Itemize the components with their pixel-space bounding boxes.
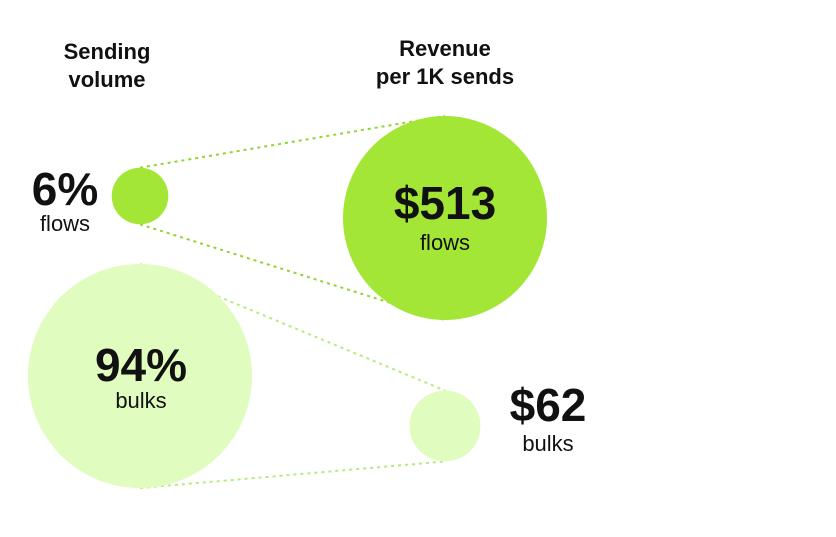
flows-volume-sublabel: flows [39,211,91,236]
bulks-volume-bubble [28,264,252,488]
flows-connector-top [139,115,446,169]
bulks-revenue-value: $62 [509,379,587,431]
bulks-connector-bottom [139,460,446,489]
flows-volume-bubble [111,167,169,225]
bulks-revenue-bubble [409,390,481,462]
bulks-volume-sublabel: bulks [115,388,167,413]
revenue-header: Revenue per 1K sends [355,35,535,91]
volume-header-line-2: volume [68,67,146,92]
bulks-revenue-sublabel: bulks [522,431,574,456]
volume-header-line-1: Sending [63,39,151,64]
bulks-volume-value: 94% [94,339,188,391]
volume-header: Sending volume [42,38,172,94]
flows-revenue-bubble [343,116,547,320]
flows-volume-value: 6% [31,163,99,215]
flows-revenue-value: $513 [393,177,497,229]
bulks-connector-top [139,263,446,392]
revenue-header-line-2: per 1K sends [375,64,515,89]
revenue-header-line-1: Revenue [399,36,491,61]
flows-revenue-sublabel: flows [419,230,471,255]
